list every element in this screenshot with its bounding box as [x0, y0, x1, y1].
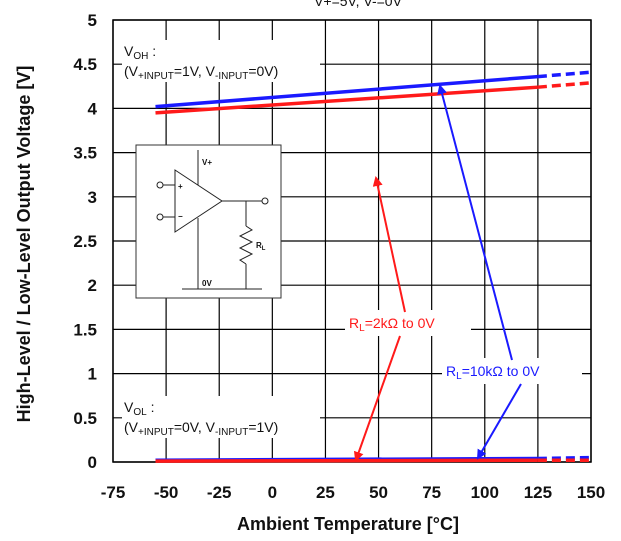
voh-cond-mid: =1V, V — [174, 63, 216, 79]
red-callout: RL=2kΩ to 0V — [345, 310, 471, 336]
x-tick-label-8: 125 — [524, 483, 552, 502]
y-tick-label-3: 1.5 — [73, 320, 97, 339]
series-vol-2-extrapolated — [537, 455, 592, 461]
chart-title: V+=5V, V-=0V — [314, 0, 402, 9]
x-tick-label-1: -50 — [154, 483, 179, 502]
x-tick-label-9: 150 — [577, 483, 605, 502]
series-voh-0-extrapolated — [537, 70, 592, 79]
voh-cond-end: =0V) — [248, 63, 278, 79]
voh-symbol: V — [124, 43, 134, 59]
x-axis-title: Ambient Temperature [°C] — [237, 514, 459, 534]
svg-text:(V+INPUT=0V, V-INPUT=1V): (V+INPUT=0V, V-INPUT=1V) — [124, 419, 278, 438]
vol-annotation: VOL : (V+INPUT=0V, V-INPUT=1V) — [122, 396, 320, 438]
vol-colon: : — [147, 399, 155, 415]
y-tick-label-8: 4 — [88, 99, 98, 118]
y-tick-label-4: 2 — [88, 276, 97, 295]
blue-callout: RL=10kΩ to 0V — [442, 358, 582, 384]
red-label-rest: =2kΩ to 0V — [365, 315, 436, 331]
y-tick-label-10: 5 — [88, 11, 97, 30]
svg-text:RL=2kΩ to 0V: RL=2kΩ to 0V — [349, 315, 435, 334]
voh-cond-sub2: -INPUT — [215, 71, 248, 82]
red-label-sub: L — [359, 323, 365, 334]
svg-text:VOL :: VOL : — [124, 399, 154, 418]
red-arrow-down — [353, 335, 401, 462]
y-tick-label-6: 3 — [88, 188, 97, 207]
x-tick-label-3: 0 — [268, 483, 277, 502]
schematic-box — [135, 144, 282, 299]
x-tick-label-5: 50 — [369, 483, 388, 502]
opamp-symbol — [174, 169, 223, 233]
blue-arrow-down — [476, 383, 522, 460]
blue-label-sub: L — [456, 371, 462, 382]
vol-cond-open: (V — [124, 419, 139, 435]
vol-cond-end: =1V) — [248, 419, 278, 435]
series-lines — [155, 70, 592, 463]
load-resistor — [238, 225, 254, 265]
voh-cond-sub1: +INPUT — [138, 71, 174, 82]
voh-symbol-sub: OH — [133, 51, 148, 62]
y-tick-label-5: 2.5 — [73, 232, 97, 251]
vol-cond-mid: =0V, V — [174, 419, 216, 435]
y-tick-label-9: 4.5 — [73, 55, 97, 74]
svg-text:(V+INPUT=1V, V-INPUT=0V): (V+INPUT=1V, V-INPUT=0V) — [124, 63, 278, 82]
vol-cond-sub2: -INPUT — [215, 427, 248, 438]
series-voh-1-extrapolated — [537, 81, 592, 89]
y-tick-label-0: 0 — [88, 453, 97, 472]
y-tick-label-7: 3.5 — [73, 144, 97, 163]
x-tick-label-7: 100 — [471, 483, 499, 502]
svg-text:VOH :: VOH : — [124, 43, 156, 62]
y-tick-label-2: 1 — [88, 365, 97, 384]
schematic-inset: + − V+ 0V RL — [135, 144, 282, 299]
red-arrow-up — [372, 176, 406, 313]
vol-symbol-sub: OL — [133, 407, 147, 418]
opamp-minus: − — [178, 212, 183, 221]
tick-labels: -75 -50 -25 0 25 50 75 100 125 150 0 0.5 1 1.5 2 2.5 3 3.… — [73, 11, 605, 502]
blue-label-r: R — [446, 363, 456, 379]
vol-symbol: V — [124, 399, 134, 415]
voh-annotation: VOH : (V+INPUT=1V, V-INPUT=0V) — [122, 40, 320, 82]
blue-arrow-up — [437, 84, 513, 361]
blue-label-rest: =10kΩ to 0V — [462, 363, 540, 379]
opamp-plus: + — [178, 182, 183, 191]
vplus-label: V+ — [202, 158, 212, 167]
x-tick-label-0: -75 — [101, 483, 126, 502]
y-tick-label-1: 0.5 — [73, 409, 97, 428]
series-voh-0-line — [155, 74, 539, 109]
vol-cond-sub1: +INPUT — [138, 427, 174, 438]
rl-label: RL — [256, 241, 266, 252]
voh-colon: : — [148, 43, 156, 59]
x-tick-label-4: 25 — [316, 483, 335, 502]
x-tick-label-6: 75 — [422, 483, 441, 502]
red-label-r: R — [349, 315, 359, 331]
x-tick-label-2: -25 — [207, 483, 232, 502]
voh-cond-open: (V — [124, 63, 139, 79]
series-voh-1-line — [155, 85, 539, 115]
y-axis-title: High-Level / Low-Level Output Voltage [V… — [14, 66, 34, 423]
ground-label: 0V — [202, 279, 212, 288]
svg-text:RL=10kΩ to 0V: RL=10kΩ to 0V — [446, 363, 540, 382]
series-vol-3-line — [155, 458, 538, 463]
